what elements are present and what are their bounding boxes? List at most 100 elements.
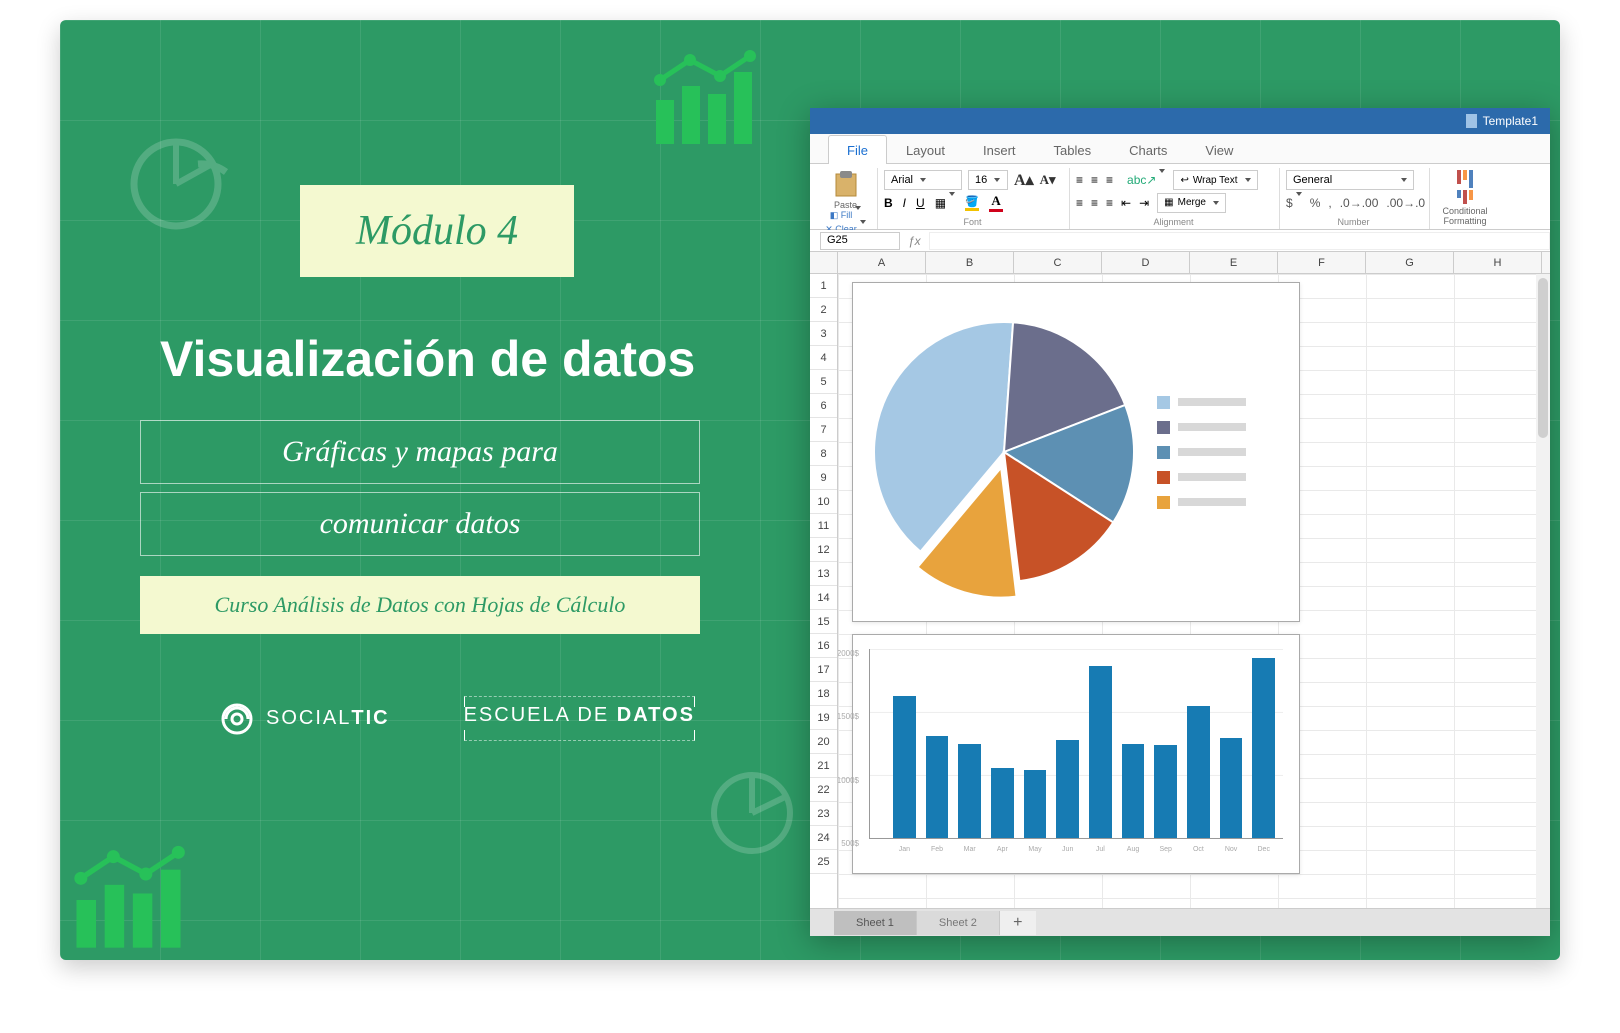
sheet-tab[interactable]: Sheet 1 — [834, 911, 917, 935]
bold-button[interactable]: B — [884, 196, 893, 210]
row-header[interactable]: 12 — [810, 538, 837, 562]
increase-font-icon[interactable]: A▴ — [1014, 170, 1034, 190]
cells[interactable]: 2000$1500$1000$500$ JanFebMarAprMayJunJu… — [838, 274, 1550, 908]
pie-chart[interactable] — [852, 282, 1300, 622]
pie-legend — [1157, 396, 1246, 509]
spreadsheet-window: Template1 FileLayoutInsertTablesChartsVi… — [810, 108, 1550, 936]
align-left-icon[interactable]: ≡ — [1076, 196, 1083, 210]
bar-chart[interactable]: 2000$1500$1000$500$ JanFebMarAprMayJunJu… — [852, 634, 1300, 874]
row-header[interactable]: 16 — [810, 634, 837, 658]
bar-chart-icon — [70, 845, 200, 960]
underline-button[interactable]: U — [916, 196, 925, 210]
bar — [1056, 740, 1079, 838]
decrease-font-icon[interactable]: A▾ — [1040, 172, 1056, 188]
row-header[interactable]: 8 — [810, 442, 837, 466]
tab-layout[interactable]: Layout — [887, 135, 964, 164]
indent-inc-icon[interactable]: ⇥ — [1139, 196, 1149, 210]
bar — [1252, 658, 1275, 838]
row-header[interactable]: 11 — [810, 514, 837, 538]
row-header[interactable]: 18 — [810, 682, 837, 706]
row-header[interactable]: 1 — [810, 274, 837, 298]
align-top-icon[interactable]: ≡ — [1076, 173, 1083, 187]
align-mid-icon[interactable]: ≡ — [1091, 173, 1098, 187]
slide: Módulo 4 Visualización de datos Gráficas… — [60, 20, 1560, 960]
row-header[interactable]: 25 — [810, 850, 837, 874]
bar — [1122, 744, 1145, 839]
currency-button[interactable]: $ — [1286, 196, 1302, 210]
row-header[interactable]: 21 — [810, 754, 837, 778]
row-header[interactable]: 6 — [810, 394, 837, 418]
column-header[interactable]: A — [838, 252, 926, 273]
indent-dec-icon[interactable]: ⇤ — [1121, 196, 1131, 210]
select-all-corner[interactable] — [810, 252, 837, 274]
name-box[interactable]: G25 — [820, 232, 900, 250]
paste-button[interactable]: Paste — [834, 200, 857, 210]
dec-inc-button[interactable]: .0→.00 — [1340, 196, 1379, 210]
bar — [991, 768, 1014, 838]
tab-file[interactable]: File — [828, 135, 887, 164]
ribbon-tabs: FileLayoutInsertTablesChartsView — [810, 134, 1550, 164]
row-header[interactable]: 9 — [810, 466, 837, 490]
formula-bar[interactable] — [929, 232, 1550, 250]
tab-charts[interactable]: Charts — [1110, 135, 1186, 164]
bar — [1089, 666, 1112, 838]
number-format-select[interactable]: General — [1286, 170, 1414, 190]
sheet-tab[interactable]: Sheet 2 — [917, 911, 1000, 935]
column-header[interactable]: D — [1102, 252, 1190, 273]
grid-area[interactable]: ABCDEFGH 2000$1500$1000$500$ JanFebMarAp… — [838, 252, 1550, 908]
row-header[interactable]: 17 — [810, 658, 837, 682]
add-sheet-button[interactable]: + — [1000, 911, 1036, 935]
name-box-bar: G25 ƒx — [810, 230, 1550, 252]
sheet-tabs: Sheet 1Sheet 2+ — [810, 908, 1550, 936]
document-icon — [1466, 114, 1477, 128]
row-header[interactable]: 13 — [810, 562, 837, 586]
align-right-icon[interactable]: ≡ — [1106, 196, 1113, 210]
row-header[interactable]: 15 — [810, 610, 837, 634]
row-header[interactable]: 14 — [810, 586, 837, 610]
dec-dec-button[interactable]: .00→.0 — [1386, 196, 1425, 210]
row-header[interactable]: 24 — [810, 826, 837, 850]
vertical-scrollbar[interactable] — [1536, 274, 1550, 908]
formula-bar-icon[interactable]: ƒx — [908, 234, 921, 248]
row-header[interactable]: 20 — [810, 730, 837, 754]
column-header[interactable]: E — [1190, 252, 1278, 273]
fill-button[interactable]: ◧ Fill — [830, 210, 862, 221]
row-header[interactable]: 19 — [810, 706, 837, 730]
row-header[interactable]: 22 — [810, 778, 837, 802]
row-header[interactable]: 3 — [810, 322, 837, 346]
subtitle-line-2: comunicar datos — [140, 492, 700, 556]
row-header[interactable]: 4 — [810, 346, 837, 370]
percent-button[interactable]: % — [1310, 196, 1321, 210]
row-header[interactable]: 23 — [810, 802, 837, 826]
align-bot-icon[interactable]: ≡ — [1106, 173, 1113, 187]
row-header[interactable]: 10 — [810, 490, 837, 514]
align-center-icon[interactable]: ≡ — [1091, 196, 1098, 210]
column-header[interactable]: F — [1278, 252, 1366, 273]
column-header[interactable]: C — [1014, 252, 1102, 273]
row-header[interactable]: 2 — [810, 298, 837, 322]
fill-color-button[interactable]: 🪣 — [965, 195, 979, 211]
orientation-button[interactable]: abc↗ — [1127, 173, 1165, 187]
font-size-select[interactable]: 16 — [968, 170, 1008, 190]
tab-insert[interactable]: Insert — [964, 135, 1035, 164]
row-header[interactable]: 7 — [810, 418, 837, 442]
tab-view[interactable]: View — [1186, 135, 1252, 164]
font-color-button[interactable]: A — [989, 193, 1003, 212]
border-button[interactable]: ▦ — [935, 196, 955, 210]
merge-button[interactable]: ▦ Merge — [1157, 193, 1226, 213]
row-header[interactable]: 5 — [810, 370, 837, 394]
conditional-formatting-button[interactable] — [1457, 170, 1473, 204]
legend-item — [1157, 446, 1246, 459]
column-header[interactable]: G — [1366, 252, 1454, 273]
tab-tables[interactable]: Tables — [1035, 135, 1111, 164]
subtitle-line-1: Gráficas y mapas para — [140, 420, 700, 484]
column-header[interactable]: B — [926, 252, 1014, 273]
escuela-de-datos-logo: ESCUELA DE DATOS — [464, 700, 695, 737]
font-name-select[interactable]: Arial — [884, 170, 962, 190]
wrap-text-button[interactable]: ↩ Wrap Text — [1173, 170, 1257, 190]
italic-button[interactable]: I — [903, 196, 906, 210]
legend-item — [1157, 421, 1246, 434]
comma-button[interactable]: , — [1328, 196, 1331, 210]
column-header[interactable]: H — [1454, 252, 1542, 273]
bar — [1187, 706, 1210, 838]
